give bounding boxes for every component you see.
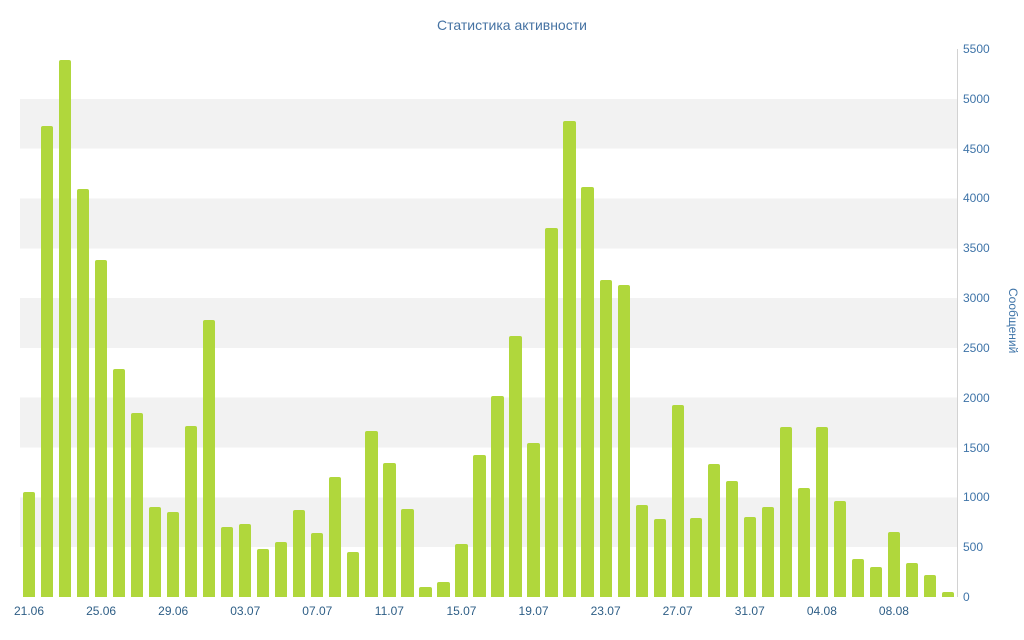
x-tick-label: 11.07 bbox=[374, 604, 404, 618]
y-tick-label: 2000 bbox=[963, 390, 990, 405]
bar[interactable] bbox=[851, 559, 865, 597]
x-tick-label: 03.07 bbox=[230, 604, 261, 618]
bar[interactable] bbox=[94, 260, 108, 597]
x-tick-label: 29.06 bbox=[158, 604, 189, 618]
bar[interactable] bbox=[581, 186, 594, 597]
x-tick-label: 27.07 bbox=[662, 604, 693, 618]
y-tick-label: 5000 bbox=[963, 91, 990, 106]
bar[interactable] bbox=[725, 481, 738, 597]
bar[interactable] bbox=[185, 425, 198, 597]
bar[interactable] bbox=[545, 228, 558, 597]
x-tick-label: 23.07 bbox=[590, 604, 621, 618]
y-tick-label: 500 bbox=[963, 540, 984, 555]
bar[interactable] bbox=[221, 527, 234, 597]
y-tick-label: 5500 bbox=[963, 42, 990, 56]
bar[interactable] bbox=[455, 544, 468, 597]
bar[interactable] bbox=[419, 587, 432, 597]
bar[interactable] bbox=[347, 552, 360, 597]
bar[interactable] bbox=[797, 488, 810, 597]
x-tick-label: 15.07 bbox=[446, 604, 477, 618]
bar[interactable] bbox=[671, 404, 684, 597]
y-tick-label: 0 bbox=[963, 590, 970, 604]
x-tick-label: 31.07 bbox=[734, 604, 765, 618]
bar[interactable] bbox=[365, 430, 378, 597]
y-tick-label: 3500 bbox=[963, 241, 990, 256]
bar[interactable] bbox=[22, 492, 36, 597]
bar[interactable] bbox=[275, 542, 288, 597]
x-tick-label: 21.06 bbox=[13, 604, 45, 618]
bar[interactable] bbox=[131, 412, 144, 597]
bar[interactable] bbox=[329, 477, 342, 597]
bar[interactable] bbox=[563, 120, 576, 597]
bar[interactable] bbox=[833, 501, 846, 597]
y-tick-label: 3000 bbox=[963, 291, 990, 306]
y-tick-label: 4500 bbox=[963, 141, 990, 156]
bar[interactable] bbox=[617, 285, 630, 597]
bar[interactable] bbox=[293, 510, 306, 597]
x-tick-label: 19.07 bbox=[518, 604, 549, 618]
x-tick-label: 07.07 bbox=[302, 604, 333, 618]
bar[interactable] bbox=[815, 426, 828, 597]
bar[interactable] bbox=[779, 426, 792, 597]
bar[interactable] bbox=[401, 509, 414, 597]
bar[interactable] bbox=[689, 518, 702, 597]
bar[interactable] bbox=[707, 463, 720, 597]
bar[interactable] bbox=[40, 125, 54, 597]
bar[interactable] bbox=[167, 512, 180, 597]
bar[interactable] bbox=[941, 592, 955, 597]
x-tick-label: 04.08 bbox=[806, 604, 837, 618]
bar[interactable] bbox=[887, 532, 901, 597]
x-tick-label: 08.08 bbox=[878, 604, 909, 618]
bar[interactable] bbox=[239, 524, 252, 597]
bar[interactable] bbox=[653, 519, 666, 597]
bar[interactable] bbox=[311, 533, 324, 597]
y-tick-label: 1000 bbox=[963, 490, 990, 505]
plot-area bbox=[20, 49, 958, 597]
bar[interactable] bbox=[112, 368, 126, 597]
bar[interactable] bbox=[761, 507, 774, 597]
bar[interactable] bbox=[743, 517, 756, 597]
bar[interactable] bbox=[509, 335, 522, 597]
y-tick-label: 1500 bbox=[963, 440, 990, 455]
bar[interactable] bbox=[527, 442, 540, 597]
y-tick-label: 2500 bbox=[963, 340, 990, 355]
bar[interactable] bbox=[599, 280, 612, 597]
bar[interactable] bbox=[473, 454, 486, 597]
bar[interactable] bbox=[257, 549, 270, 597]
y-axis-label: Сообщений bbox=[1006, 288, 1020, 354]
bar[interactable] bbox=[58, 59, 72, 597]
bar[interactable] bbox=[905, 563, 919, 597]
bar[interactable] bbox=[76, 188, 90, 597]
chart-title: Статистика активности bbox=[437, 17, 587, 33]
bar[interactable] bbox=[149, 507, 162, 597]
x-tick-label: 25.06 bbox=[86, 604, 117, 618]
bar[interactable] bbox=[635, 505, 648, 597]
bar[interactable] bbox=[491, 395, 504, 597]
bar[interactable] bbox=[923, 575, 937, 597]
y-tick-label: 4000 bbox=[963, 191, 990, 206]
bar[interactable] bbox=[437, 582, 450, 597]
bar[interactable] bbox=[383, 462, 396, 597]
bar[interactable] bbox=[203, 320, 216, 597]
bar[interactable] bbox=[869, 567, 883, 597]
